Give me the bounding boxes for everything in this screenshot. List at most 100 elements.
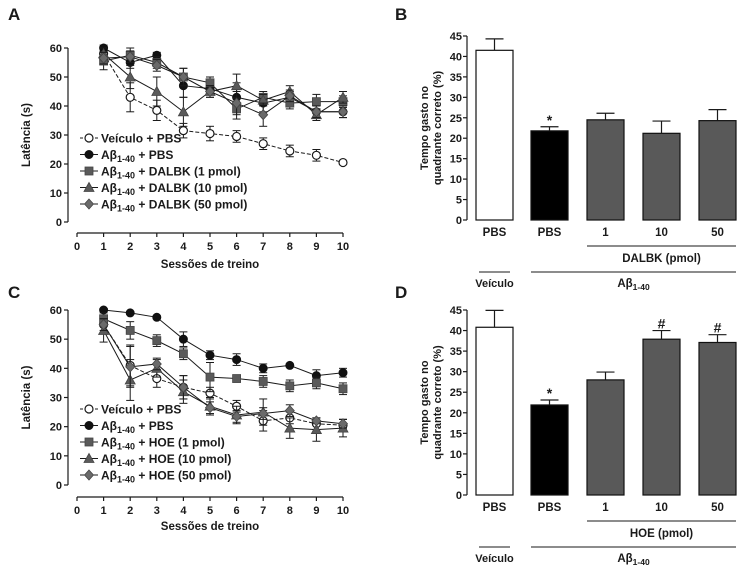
bar	[642, 132, 681, 221]
bar	[475, 49, 514, 221]
data-point	[258, 363, 268, 373]
series-2	[99, 312, 348, 396]
data-point	[232, 374, 242, 383]
legend-marker	[84, 166, 94, 176]
bar	[698, 120, 737, 221]
legend-label: Aβ1-40 + DALBK (1 pmol)	[101, 165, 241, 181]
x-tick-label: 1	[101, 241, 107, 253]
data-point	[337, 106, 349, 118]
category-label: 10	[655, 227, 668, 239]
bar	[530, 404, 569, 496]
legend-label: Aβ1-40 + HOE (1 pmol)	[101, 436, 225, 452]
bar-group: *	[530, 385, 569, 496]
abeta-group-label: Aβ1-40	[617, 278, 650, 292]
x-tick-label: 2	[127, 241, 133, 253]
bar-group	[475, 309, 514, 496]
drug-group-label: HOE (pmol)	[630, 528, 693, 540]
x-tick-label: 8	[287, 505, 293, 517]
y-tick-label: 20	[450, 133, 462, 145]
data-point	[337, 418, 349, 430]
data-point	[258, 407, 269, 420]
data-point	[231, 97, 242, 109]
y-tick-label: 0	[56, 217, 62, 229]
y-tick-label: 10	[450, 449, 462, 461]
data-point	[284, 405, 295, 417]
bar	[475, 326, 514, 496]
x-tick-label: 4	[180, 505, 187, 517]
x-tick-label: 9	[313, 241, 319, 253]
bar-group	[642, 120, 681, 221]
category-label: 1	[602, 502, 609, 514]
data-point	[230, 79, 243, 91]
x-tick-label: 7	[260, 505, 266, 517]
x-axis-title: Sessões de treino	[161, 521, 259, 533]
panel-a-line-chart: 0 10 20 30 40 50 60 0 1 2 3 4 5 6 7 8 9 10 Sessões de trei…	[21, 43, 349, 271]
legend-item: Aβ1-40 + HOE (50 pmol)	[80, 469, 231, 485]
data-point	[151, 85, 163, 96]
panel-label-c: C	[8, 283, 20, 302]
x-tick-label: 1	[101, 505, 107, 517]
y-tick-label: 30	[50, 393, 62, 405]
data-point	[284, 90, 295, 102]
data-point	[311, 97, 321, 107]
legend-marker	[83, 469, 95, 481]
data-point	[204, 85, 216, 98]
category-label: 1	[602, 227, 609, 239]
category-label: 10	[655, 502, 668, 514]
data-point	[310, 423, 323, 434]
data-point	[178, 71, 189, 83]
x-tick-label: 10	[337, 505, 349, 517]
data-point	[125, 308, 135, 318]
x-tick-label: 10	[337, 241, 349, 253]
category-label: 50	[711, 227, 724, 239]
y-axis-title-line1: Tempo gasto no	[419, 360, 431, 444]
y-tick-label: 5	[456, 469, 462, 481]
data-point	[178, 381, 189, 393]
legend-marker	[83, 452, 95, 463]
y-tick-label: 60	[50, 305, 62, 317]
data-point	[205, 350, 215, 360]
bar	[586, 119, 625, 221]
series-line	[103, 318, 344, 390]
legend-marker	[84, 437, 94, 447]
data-point	[311, 150, 321, 160]
data-point	[338, 368, 348, 378]
legend-marker	[84, 404, 94, 414]
legend-item: Aβ1-40 + DALBK (50 pmol)	[80, 198, 247, 214]
legend-marker	[84, 133, 94, 143]
legend-label: Aβ1-40 + HOE (50 pmol)	[101, 469, 231, 485]
data-point	[311, 378, 321, 388]
y-tick-label: 40	[50, 101, 62, 113]
y-tick-label: 30	[450, 92, 462, 104]
legend-item: Aβ1-40 + PBS	[80, 419, 173, 435]
x-tick-label: 4	[180, 241, 187, 253]
legend-label: Aβ1-40 + PBS	[101, 148, 173, 164]
series-line	[103, 330, 344, 431]
data-point	[152, 312, 162, 322]
data-point	[151, 59, 162, 71]
series-line	[103, 56, 343, 116]
legend-marker	[84, 150, 94, 159]
data-point	[178, 334, 188, 344]
y-tick-label: 10	[50, 451, 62, 463]
series-1	[99, 305, 348, 382]
x-tick-label: 0	[74, 241, 80, 253]
data-point	[204, 402, 216, 414]
bar	[642, 338, 681, 496]
x-tick-label: 6	[234, 241, 240, 253]
vehicle-group-label: Veículo	[475, 553, 514, 565]
data-point	[152, 105, 162, 115]
y-tick-label: 50	[50, 334, 62, 346]
abeta-group-label: Aβ1-40	[617, 553, 650, 567]
category-label: PBS	[538, 502, 562, 514]
bar-group	[586, 371, 625, 496]
x-tick-label: 3	[154, 505, 160, 517]
series-line	[103, 53, 344, 164]
data-point	[125, 92, 135, 102]
y-tick-label: 15	[450, 428, 462, 440]
y-tick-label: 0	[456, 490, 462, 502]
legend-item: Veículo + PBS	[80, 403, 181, 417]
data-point	[125, 326, 135, 335]
